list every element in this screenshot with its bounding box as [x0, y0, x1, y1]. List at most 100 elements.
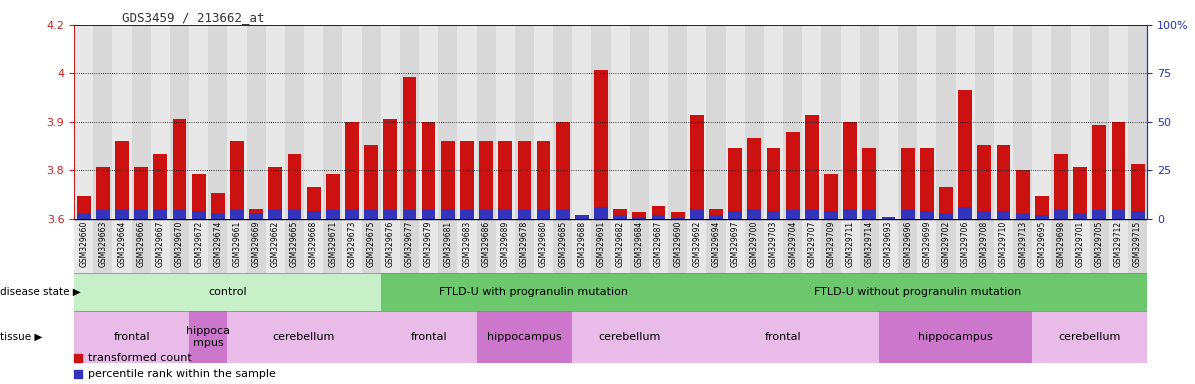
Bar: [517, 141, 532, 219]
Text: GSM329711: GSM329711: [846, 221, 854, 267]
Bar: [825, 211, 838, 219]
Bar: [690, 116, 704, 219]
Bar: [191, 211, 206, 219]
Bar: [1052, 25, 1071, 219]
Text: frontal: frontal: [410, 332, 447, 342]
Bar: [1130, 211, 1145, 219]
Text: GSM329689: GSM329689: [501, 221, 510, 267]
Bar: [728, 148, 742, 219]
Bar: [1071, 25, 1090, 219]
Bar: [668, 25, 687, 219]
Bar: [956, 25, 975, 219]
Bar: [537, 141, 551, 219]
Bar: [400, 219, 419, 273]
Text: GSM329677: GSM329677: [405, 221, 413, 267]
Bar: [364, 144, 378, 219]
Bar: [381, 25, 400, 219]
Bar: [687, 25, 706, 219]
Bar: [284, 25, 304, 219]
Bar: [1090, 25, 1109, 219]
Bar: [210, 193, 225, 219]
Bar: [422, 209, 435, 219]
Text: GSM329699: GSM329699: [923, 221, 931, 267]
Bar: [422, 122, 435, 219]
Bar: [384, 119, 397, 219]
Text: GSM329695: GSM329695: [1037, 221, 1047, 267]
Bar: [556, 122, 570, 219]
Text: hippocampus: hippocampus: [918, 332, 993, 342]
Bar: [1128, 219, 1147, 273]
Bar: [594, 70, 608, 219]
Text: GSM329693: GSM329693: [884, 221, 893, 267]
Bar: [227, 311, 381, 363]
Bar: [821, 25, 840, 219]
Bar: [227, 219, 246, 273]
Bar: [460, 141, 474, 219]
Bar: [1013, 219, 1032, 273]
Bar: [556, 209, 570, 219]
Bar: [899, 25, 918, 219]
Text: control: control: [208, 287, 246, 297]
Bar: [937, 25, 956, 219]
Bar: [151, 219, 170, 273]
Bar: [326, 209, 339, 219]
Bar: [1111, 122, 1126, 219]
Bar: [189, 25, 208, 219]
Bar: [687, 311, 878, 363]
Bar: [477, 219, 496, 273]
Text: GSM329674: GSM329674: [214, 221, 222, 267]
Bar: [74, 273, 381, 311]
Text: GSM329681: GSM329681: [443, 221, 452, 267]
Bar: [918, 219, 937, 273]
Bar: [630, 219, 649, 273]
Bar: [342, 219, 362, 273]
Bar: [517, 209, 532, 219]
Bar: [747, 138, 761, 219]
Bar: [458, 25, 477, 219]
Bar: [1035, 196, 1049, 219]
Bar: [265, 219, 284, 273]
Bar: [1016, 170, 1030, 219]
Text: GSM329713: GSM329713: [1018, 221, 1028, 267]
Bar: [975, 219, 994, 273]
Bar: [994, 219, 1013, 273]
Bar: [783, 219, 802, 273]
Text: GSM329679: GSM329679: [424, 221, 433, 267]
Bar: [821, 219, 840, 273]
Bar: [269, 167, 282, 219]
Bar: [170, 25, 189, 219]
Bar: [1013, 25, 1032, 219]
Bar: [1128, 25, 1147, 219]
Bar: [1130, 164, 1145, 219]
Text: GSM329700: GSM329700: [750, 221, 759, 267]
Bar: [323, 25, 342, 219]
Bar: [882, 219, 895, 235]
Bar: [802, 25, 821, 219]
Bar: [1035, 215, 1049, 219]
Text: GSM329687: GSM329687: [654, 221, 663, 267]
Bar: [153, 209, 167, 219]
Bar: [1073, 167, 1087, 219]
Bar: [172, 209, 186, 219]
Bar: [611, 25, 630, 219]
Bar: [825, 174, 838, 219]
Bar: [288, 154, 301, 219]
Bar: [134, 209, 148, 219]
Bar: [1109, 25, 1128, 219]
Bar: [170, 219, 189, 273]
Bar: [246, 219, 265, 273]
Bar: [706, 219, 725, 273]
Text: GSM329714: GSM329714: [865, 221, 874, 267]
Bar: [651, 206, 666, 219]
Bar: [1071, 219, 1090, 273]
Bar: [172, 119, 186, 219]
Text: tissue ▶: tissue ▶: [0, 332, 42, 342]
Bar: [479, 141, 494, 219]
Bar: [189, 311, 227, 363]
Bar: [632, 212, 646, 219]
Bar: [651, 215, 666, 219]
Bar: [460, 209, 474, 219]
Text: GSM329685: GSM329685: [558, 221, 568, 267]
Text: GSM329683: GSM329683: [462, 221, 471, 267]
Bar: [534, 25, 553, 219]
